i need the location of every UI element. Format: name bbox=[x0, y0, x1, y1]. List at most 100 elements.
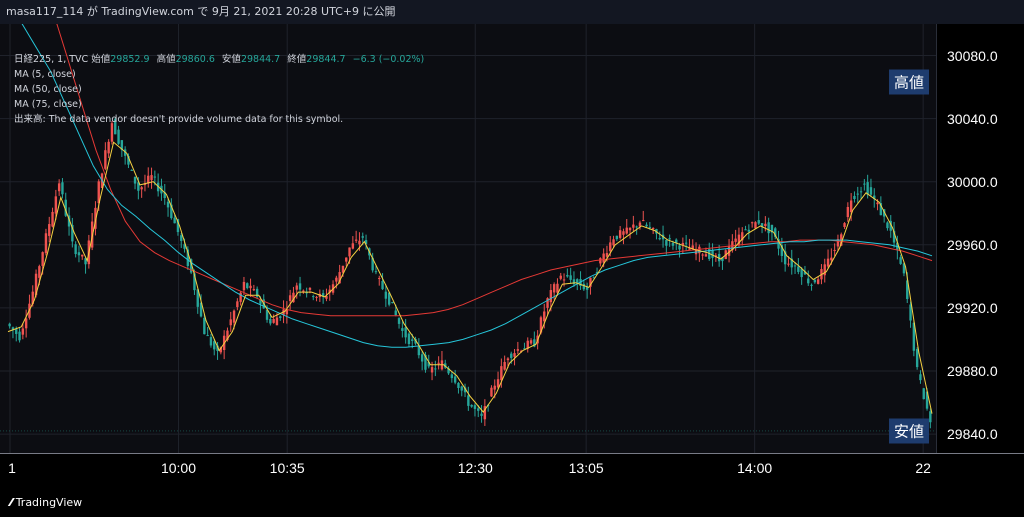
candle-body bbox=[480, 413, 483, 416]
candlestick-chart[interactable] bbox=[0, 24, 936, 453]
open-value: 29852.9 bbox=[110, 54, 150, 65]
candle-body bbox=[417, 345, 421, 356]
candle-body bbox=[117, 129, 120, 144]
ma5-legend[interactable]: MA (5, close) bbox=[14, 69, 76, 80]
symbol-label[interactable]: 日経225, 1, TVC bbox=[14, 54, 89, 65]
candle-body bbox=[242, 281, 246, 291]
tradingview-logo-icon: ⁄⁄ bbox=[10, 496, 13, 509]
candle-body bbox=[906, 280, 909, 299]
candle-body bbox=[11, 327, 15, 330]
candle-body bbox=[711, 250, 714, 258]
candle-body bbox=[770, 224, 774, 233]
candle-body bbox=[777, 239, 780, 249]
candle-body bbox=[328, 289, 331, 293]
candle-body bbox=[490, 387, 493, 397]
price-tick-label: 29880.0 bbox=[947, 362, 998, 379]
time-tick-label: 12:30 bbox=[457, 460, 493, 476]
ma75-legend[interactable]: MA (75, close) bbox=[14, 99, 82, 110]
candle-body bbox=[582, 283, 586, 290]
candle-body bbox=[305, 292, 308, 294]
candle-body bbox=[414, 338, 417, 344]
candle-body bbox=[628, 227, 632, 231]
candle-body bbox=[259, 299, 262, 304]
candle-body bbox=[203, 317, 206, 335]
candle-body bbox=[826, 258, 830, 267]
candle-body bbox=[658, 237, 661, 240]
chart-plot-area[interactable]: 日経225, 1, TVC 始値29852.9 高値29860.6 安値2984… bbox=[0, 24, 936, 453]
candle-body bbox=[929, 411, 932, 423]
candle-body bbox=[800, 268, 803, 278]
candle-body bbox=[503, 361, 506, 370]
candle-body bbox=[64, 199, 67, 216]
ma50-legend[interactable]: MA (50, close) bbox=[14, 84, 82, 95]
candle-body bbox=[196, 289, 199, 307]
candle-body bbox=[807, 278, 810, 284]
candle-body bbox=[671, 242, 675, 246]
candle-body bbox=[387, 292, 391, 305]
candle-body bbox=[787, 263, 790, 265]
change-value: −6.3 (−0.02%) bbox=[352, 54, 425, 65]
candle-body bbox=[529, 340, 533, 344]
price-axis[interactable]: 30080.0 30040.0 30000.0 29960.0 29920.0 29880… bbox=[936, 24, 1024, 453]
candle-body bbox=[345, 257, 348, 262]
candle-body bbox=[384, 291, 388, 299]
low-value: 29844.7 bbox=[240, 54, 281, 65]
candle-body bbox=[325, 296, 328, 299]
time-tick-label: 13:05 bbox=[568, 460, 604, 476]
price-tick-label: 30000.0 bbox=[947, 173, 998, 190]
candle-body bbox=[407, 333, 411, 345]
candle-body bbox=[401, 328, 404, 331]
candle-body bbox=[813, 279, 817, 283]
candle-body bbox=[899, 257, 902, 264]
candle-body bbox=[450, 374, 454, 379]
candle-body bbox=[54, 196, 58, 214]
candle-body bbox=[727, 246, 731, 256]
time-tick-label: 22 bbox=[915, 460, 931, 476]
price-tick-label: 30080.0 bbox=[947, 47, 998, 64]
candle-body bbox=[645, 224, 648, 227]
time-axis[interactable]: 1 10:00 10:35 12:30 13:05 14:00 22 bbox=[0, 453, 1024, 488]
candle-body bbox=[853, 195, 856, 200]
candle-body bbox=[760, 223, 764, 227]
candle-body bbox=[463, 387, 467, 393]
candle-body bbox=[493, 385, 496, 390]
candle-body bbox=[566, 274, 569, 277]
candle-body bbox=[572, 279, 576, 285]
candle-body bbox=[684, 242, 688, 244]
candle-body bbox=[15, 329, 18, 334]
candle-body bbox=[292, 292, 295, 303]
low-label: 安値 bbox=[221, 54, 241, 65]
candle-body bbox=[737, 234, 741, 245]
candle-body bbox=[836, 239, 840, 247]
candle-body bbox=[288, 295, 292, 302]
candle-body bbox=[922, 388, 925, 400]
publish-header: masa117_114 が TradingView.com で 9月 21, 2… bbox=[0, 0, 1024, 24]
candle-body bbox=[378, 278, 381, 280]
candle-body bbox=[348, 247, 351, 257]
candle-body bbox=[236, 301, 239, 308]
candle-body bbox=[34, 273, 38, 296]
candle-body bbox=[477, 408, 480, 411]
candle-body bbox=[77, 252, 81, 256]
candle-body bbox=[338, 272, 341, 284]
candle-body bbox=[315, 296, 318, 298]
candle-body bbox=[774, 228, 777, 237]
candle-body bbox=[632, 224, 635, 228]
candle-body bbox=[803, 271, 807, 275]
candle-body bbox=[295, 285, 298, 290]
candle-body bbox=[351, 243, 355, 249]
tradingview-brand[interactable]: ⁄⁄ TradingView bbox=[10, 496, 82, 509]
high-price-label: 高値 bbox=[889, 69, 930, 95]
candle-body bbox=[602, 253, 605, 263]
candle-body bbox=[173, 217, 176, 224]
candle-body bbox=[67, 215, 71, 227]
candle-body bbox=[391, 301, 394, 304]
candle-body bbox=[312, 296, 315, 298]
candle-body bbox=[364, 240, 368, 244]
candle-body bbox=[546, 298, 549, 308]
candle-body bbox=[599, 258, 602, 264]
candle-body bbox=[556, 283, 559, 293]
candle-body bbox=[698, 246, 701, 254]
candle-body bbox=[830, 257, 833, 261]
candle-body bbox=[549, 290, 553, 303]
